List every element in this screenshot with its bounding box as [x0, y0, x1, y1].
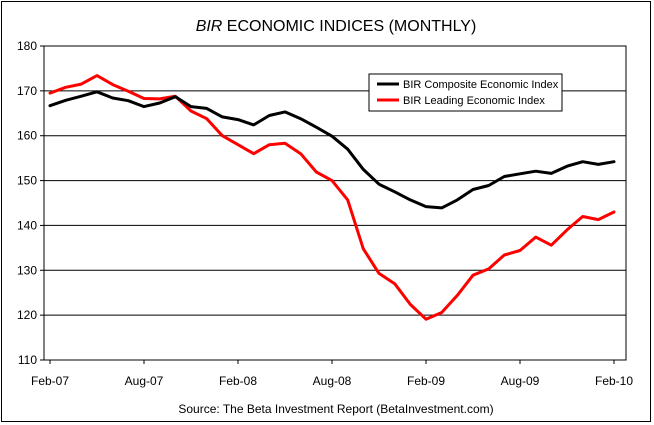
y-tick-label: 110: [18, 353, 37, 367]
x-tick-label: Aug-08: [313, 374, 352, 388]
x-tick-label: Aug-07: [125, 374, 164, 388]
legend-label-composite: BIR Composite Economic Index: [403, 79, 559, 91]
y-tick-label: 140: [17, 218, 37, 232]
y-tick-label: 120: [17, 308, 37, 322]
x-tick-label: Aug-09: [501, 374, 540, 388]
y-tick-label: 150: [17, 174, 37, 188]
y-tick-label: 170: [17, 84, 37, 98]
x-tick-label: Feb-10: [595, 374, 633, 388]
x-axis: Feb-07 Aug-07 Feb-08 Aug-08 Feb-09 Aug-09 Feb-…: [31, 360, 633, 388]
chart-title: BIR ECONOMIC INDICES (MONTHLY): [196, 18, 477, 35]
legend-box: [368, 73, 563, 112]
chart-title-rest: ECONOMIC INDICES (MONTHLY): [222, 18, 476, 35]
x-tick-label: Feb-09: [407, 374, 445, 388]
gridlines: [44, 90, 626, 316]
legend-label-leading: BIR Leading Economic Index: [403, 95, 545, 107]
x-tick-label: Feb-08: [219, 374, 257, 388]
y-tick-label: 160: [17, 129, 37, 143]
series-line-leading: [48, 74, 616, 321]
x-tick-label: Feb-07: [31, 374, 69, 388]
chart-title-italic: BIR: [196, 18, 223, 35]
y-tick-label: 130: [17, 263, 37, 277]
y-axis: 110 120 130 140 150 160 170 180: [17, 39, 44, 367]
series-lines: [48, 74, 616, 321]
y-tick-label: 180: [17, 39, 37, 53]
source-note: Source: The Beta Investment Report (Beta…: [178, 402, 493, 416]
series-line-composite: [48, 90, 616, 210]
legend: BIR Composite Economic Index BIR Leading…: [368, 73, 563, 112]
